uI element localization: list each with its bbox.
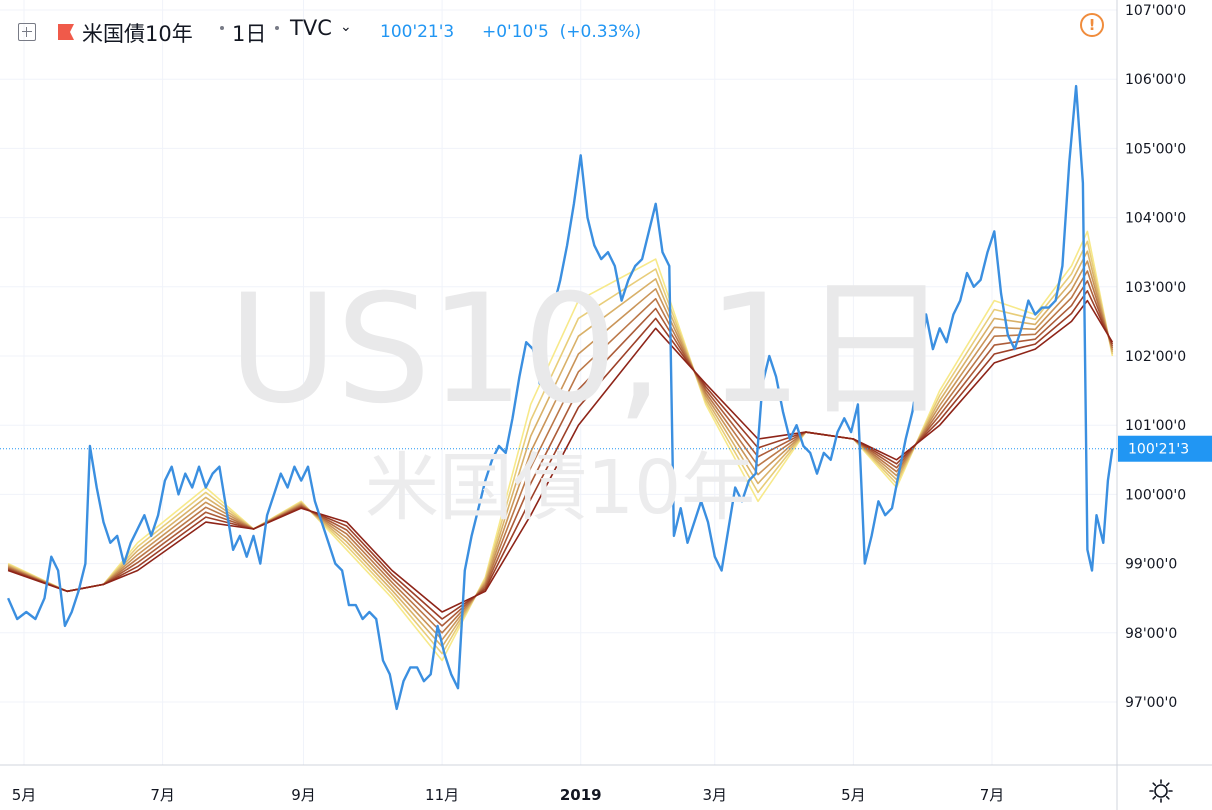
ma-ribbon-line <box>7 250 1114 648</box>
y-tick-label: 103'00'0 <box>1125 280 1186 296</box>
y-tick-label: 106'00'0 <box>1125 72 1186 88</box>
interval-label[interactable]: 1日 <box>232 22 267 46</box>
settings-gear-icon[interactable] <box>1148 778 1174 804</box>
chevron-down-icon[interactable]: ⌄ <box>340 19 352 35</box>
y-tick-label: 101'00'0 <box>1125 418 1186 434</box>
separator-dot <box>220 26 224 30</box>
y-tick-label: 102'00'0 <box>1125 349 1186 365</box>
x-tick-label: 7月 <box>980 786 1005 804</box>
last-price-tag-label: 100'21'3 <box>1128 442 1189 458</box>
ma-ribbon-line <box>7 270 1114 634</box>
ma-ribbon-line <box>7 260 1114 641</box>
x-tick-label: 9月 <box>291 786 316 804</box>
y-tick-label: 104'00'0 <box>1125 211 1186 227</box>
x-tick-label: 5月 <box>12 786 37 804</box>
y-tick-label: 99'00'0 <box>1125 557 1177 573</box>
x-tick-label: 7月 <box>150 786 175 804</box>
source-label[interactable]: TVC <box>290 16 332 40</box>
price-change: +0'10'5 (+0.33%) <box>482 22 642 42</box>
y-tick-label: 98'00'0 <box>1125 626 1177 642</box>
y-tick-label: 97'00'0 <box>1125 695 1177 711</box>
add-symbol-icon[interactable] <box>18 23 36 41</box>
watermark-symbol: US10, 1日 <box>228 263 951 437</box>
watermark-name: 米国債10年 <box>365 445 756 531</box>
alert-icon[interactable]: ! <box>1080 13 1104 37</box>
x-tick-label: 5月 <box>841 786 866 804</box>
ma-ribbon-line <box>7 280 1114 627</box>
ma-ribbon-line <box>7 299 1114 613</box>
last-price-tag <box>1118 435 1212 462</box>
x-tick-label: 11月 <box>425 786 459 804</box>
ma-ribbon-line <box>7 240 1114 655</box>
x-tick-label: 2019 <box>560 786 602 804</box>
symbol-name[interactable]: 米国債10年 <box>82 22 193 46</box>
y-tick-label: 100'00'0 <box>1125 487 1186 503</box>
last-price: 100'21'3 <box>380 22 455 42</box>
separator-dot <box>275 26 279 30</box>
flag-icon[interactable] <box>58 24 74 40</box>
y-tick-label: 105'00'0 <box>1125 141 1186 157</box>
x-tick-label: 3月 <box>703 786 728 804</box>
ma-ribbon-line <box>7 289 1114 620</box>
y-tick-label: 107'00'0 <box>1125 3 1186 19</box>
price-line[interactable] <box>7 84 1114 711</box>
